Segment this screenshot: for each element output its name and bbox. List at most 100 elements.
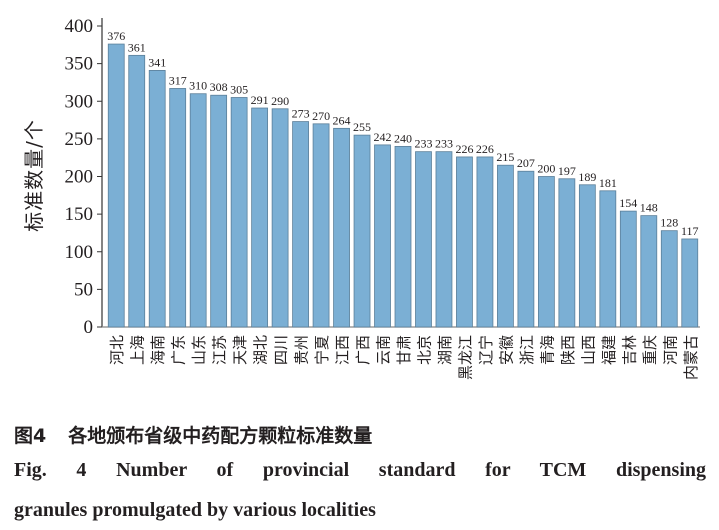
x-category-label: 广东 (170, 335, 188, 365)
bar (517, 170, 535, 328)
y-tick-label: 150 (65, 204, 94, 225)
bar-value-label: 310 (189, 79, 207, 93)
bar (456, 156, 473, 328)
bar (333, 127, 350, 328)
bar-value-label: 376 (107, 29, 125, 43)
bar-value-label: 154 (619, 196, 637, 210)
figure-title-cn: 各地颁布省级中药配方颗粒标准数量 (68, 425, 373, 447)
x-category-label: 山东 (190, 335, 208, 365)
bar (394, 145, 412, 328)
x-category-label: 江西 (334, 335, 352, 365)
bar-value-label: 273 (292, 107, 310, 121)
bar-value-label: 290 (271, 94, 289, 108)
bar (148, 69, 166, 328)
figure-caption-chinese: 图4 各地颁布省级中药配方颗粒标准数量 (14, 421, 372, 448)
bar-value-label: 317 (169, 73, 187, 87)
bar (415, 151, 432, 328)
bar-value-label: 361 (128, 40, 146, 54)
x-category-label: 上海 (129, 335, 147, 365)
x-category-label: 安徽 (497, 335, 515, 365)
bar (435, 151, 453, 328)
bar-value-label: 128 (660, 216, 678, 230)
x-category-label: 北京 (415, 335, 433, 365)
x-category-label: 青海 (538, 335, 556, 365)
bar (640, 215, 658, 328)
y-tick-label: 50 (74, 279, 93, 300)
x-category-label: 宁夏 (313, 335, 331, 365)
bar (660, 230, 678, 328)
bar (619, 210, 637, 328)
bar-value-label: 264 (333, 113, 351, 127)
x-category-label: 福建 (600, 335, 618, 365)
x-category-label: 海南 (149, 335, 167, 365)
bar-value-label: 181 (599, 176, 617, 190)
bar (292, 121, 309, 328)
bar-value-label: 226 (476, 142, 494, 156)
bar-value-label: 215 (496, 150, 514, 164)
bar-value-label: 189 (578, 170, 596, 184)
bar-value-label: 207 (517, 156, 535, 170)
bar (497, 164, 514, 328)
bar (107, 43, 125, 328)
bar-value-label: 341 (148, 55, 166, 69)
bar (578, 184, 596, 328)
x-category-label: 甘肃 (395, 335, 413, 365)
x-category-label: 江苏 (211, 335, 229, 365)
bar (169, 88, 187, 328)
bar (353, 134, 371, 328)
y-tick-label: 400 (65, 16, 94, 37)
x-category-label: 贵州 (293, 335, 311, 365)
bar-value-label: 308 (210, 80, 228, 94)
bar-value-label: 242 (374, 130, 392, 144)
x-category-label: 河北 (108, 335, 126, 365)
bar-value-label: 197 (558, 164, 576, 178)
bar (230, 97, 248, 328)
x-category-label: 广西 (354, 335, 372, 365)
bar-value-label: 305 (230, 82, 248, 96)
bar (599, 190, 617, 328)
x-category-label: 云南 (375, 335, 393, 365)
bar (128, 54, 146, 328)
bar (537, 176, 555, 328)
x-category-label: 黑龙江 (456, 335, 474, 380)
bar (251, 107, 269, 328)
y-tick-label: 350 (65, 54, 94, 75)
figure-number-cn: 图4 (14, 425, 47, 447)
bar-value-label: 270 (312, 109, 330, 123)
x-category-label: 辽宁 (477, 335, 495, 365)
x-category-label: 河南 (661, 335, 679, 365)
x-category-label: 浙江 (518, 335, 536, 365)
figure-caption-english-line2: granules promulgated by various localiti… (14, 499, 376, 521)
x-category-label: 湖北 (252, 335, 270, 365)
x-category-label: 内蒙古 (682, 335, 700, 380)
x-category-label: 吉林 (620, 335, 638, 365)
y-tick-label: 300 (65, 91, 94, 112)
x-category-label: 重庆 (641, 335, 659, 365)
bar-value-label: 117 (681, 224, 699, 238)
y-tick-label: 200 (65, 167, 94, 188)
bar-value-label: 255 (353, 120, 371, 134)
x-category-label: 湖南 (436, 335, 454, 365)
bar (476, 156, 494, 328)
bar-value-label: 148 (640, 201, 658, 215)
y-tick-label: 100 (65, 242, 94, 263)
x-category-label: 山西 (579, 335, 597, 365)
bar (271, 108, 289, 328)
bar-value-label: 233 (414, 137, 432, 151)
bar (210, 94, 228, 328)
y-tick-label: 250 (65, 129, 94, 150)
bar (189, 93, 207, 328)
x-category-label: 陕西 (559, 335, 577, 365)
bar-value-label: 226 (455, 142, 473, 156)
bar-value-label: 240 (394, 131, 412, 145)
bar-value-label: 200 (537, 162, 555, 176)
bar (558, 178, 576, 328)
x-category-label: 天津 (231, 335, 249, 365)
bar (374, 144, 391, 328)
bar (312, 123, 330, 328)
bar-value-label: 233 (435, 137, 453, 151)
bar-value-label: 291 (251, 93, 269, 107)
bar (681, 238, 699, 328)
bar-chart: 0 50 100 150 200 250 300 350 400 376 河北 361 上海 341 海南 3… (65, 16, 700, 380)
figure-caption-english-line1: Fig. 4 Number of provincial standard for… (14, 459, 706, 481)
